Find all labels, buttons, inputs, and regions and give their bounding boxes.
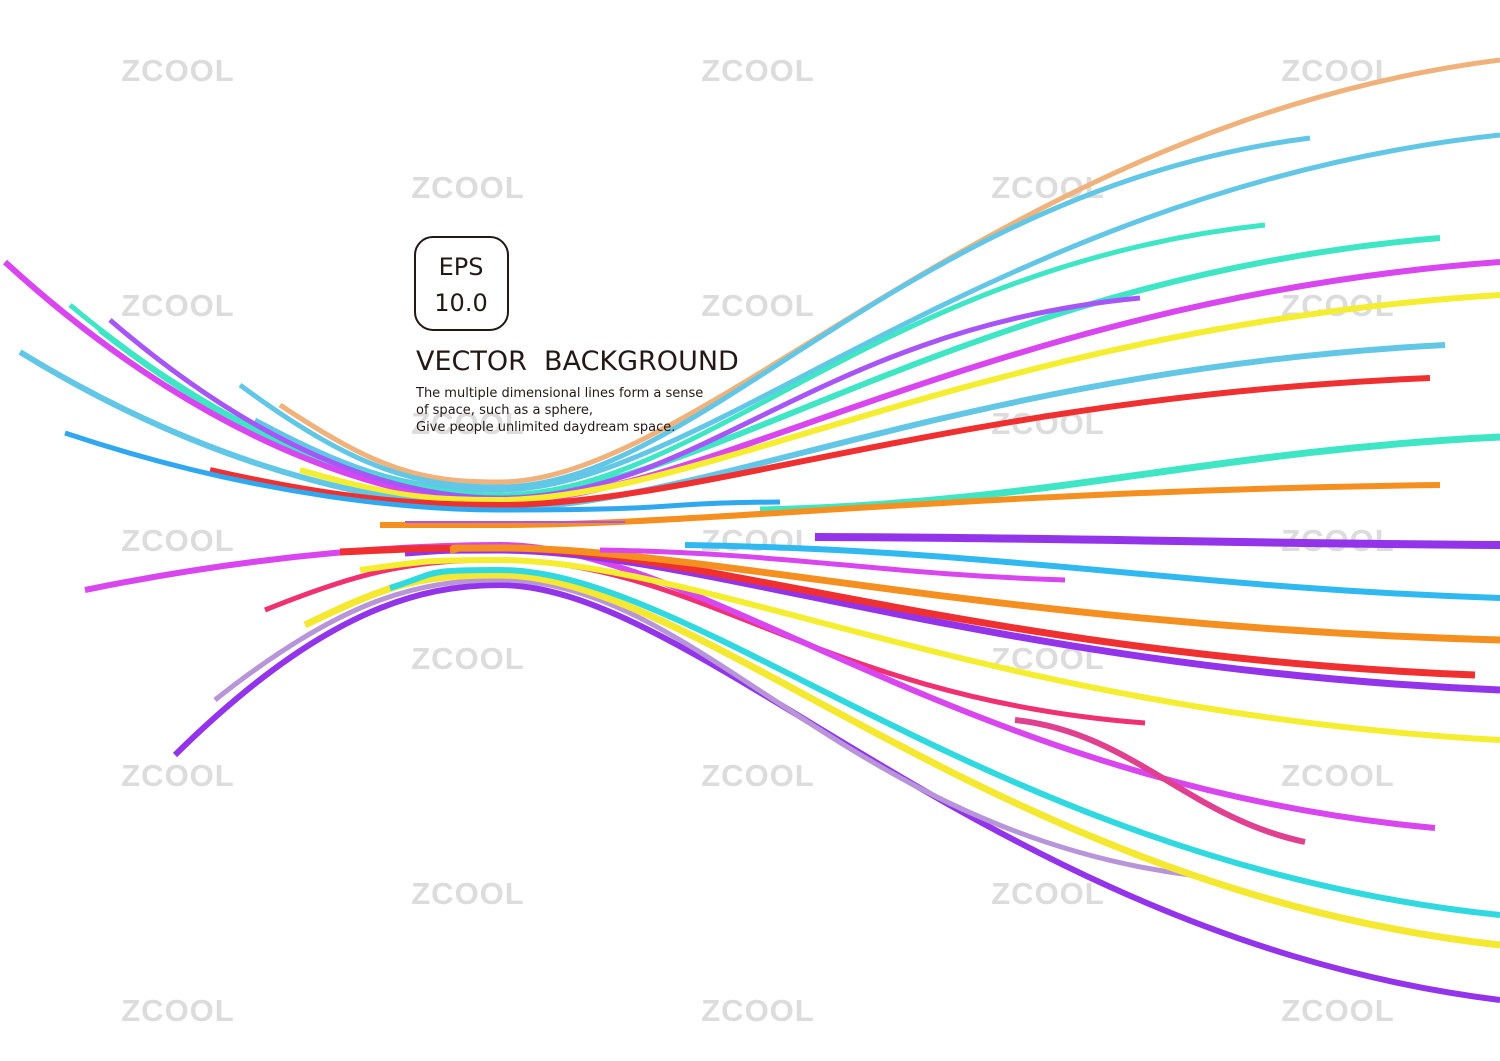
watermark: ZCOOL <box>411 641 525 676</box>
wave-line <box>380 482 1441 529</box>
description-line: Give people unlimited daydream space. <box>416 420 675 435</box>
wave-line <box>1014 717 1306 845</box>
description-line: of space, such as a sphere, <box>416 403 593 418</box>
watermark: ZCOOL <box>701 523 815 558</box>
watermark: ZCOOL <box>411 406 525 441</box>
watermarks: ZCOOL ZCOOL ZCOOL ZCOOL ZCOOL ZCOOL ZCOOL ZCOOL… <box>121 53 1395 1028</box>
watermark: ZCOOL <box>1281 758 1395 793</box>
watermark: ZCOOL <box>991 876 1105 911</box>
title: VECTOR BACKGROUND <box>416 346 739 377</box>
watermark: ZCOOL <box>1281 993 1395 1028</box>
wave-line <box>684 542 1500 601</box>
watermark: ZCOOL <box>121 53 235 88</box>
watermark: ZCOOL <box>121 288 235 323</box>
watermark: ZCOOL <box>701 758 815 793</box>
wave-line <box>814 533 1500 549</box>
description-line: The multiple dimensional lines form a se… <box>415 386 703 401</box>
watermark: ZCOOL <box>121 993 235 1028</box>
badge-format: EPS <box>439 253 484 281</box>
wave-lines <box>2 57 1500 1003</box>
wave-line <box>278 57 1500 485</box>
wave-line <box>449 544 1500 644</box>
wave-line <box>299 292 1500 504</box>
watermark: ZCOOL <box>411 876 525 911</box>
wave-line <box>213 577 1191 878</box>
wave-line <box>238 135 1311 490</box>
wave-line <box>599 547 1066 583</box>
watermark: ZCOOL <box>701 53 815 88</box>
watermark: ZCOOL <box>121 523 235 558</box>
watermark: ZCOOL <box>411 170 525 205</box>
wave-line <box>359 556 1500 743</box>
watermark: ZCOOL <box>121 758 235 793</box>
badge-frame <box>414 236 509 331</box>
wave-line <box>64 430 781 513</box>
wave-line <box>172 581 1500 1003</box>
wave-line <box>339 544 1476 679</box>
wave-line <box>389 566 1500 918</box>
wave-line <box>209 375 1431 509</box>
watermark: ZCOOL <box>701 993 815 1028</box>
wave-line <box>253 132 1500 493</box>
watermark: ZCOOL <box>701 288 815 323</box>
badge-version: 10.0 <box>434 289 487 317</box>
